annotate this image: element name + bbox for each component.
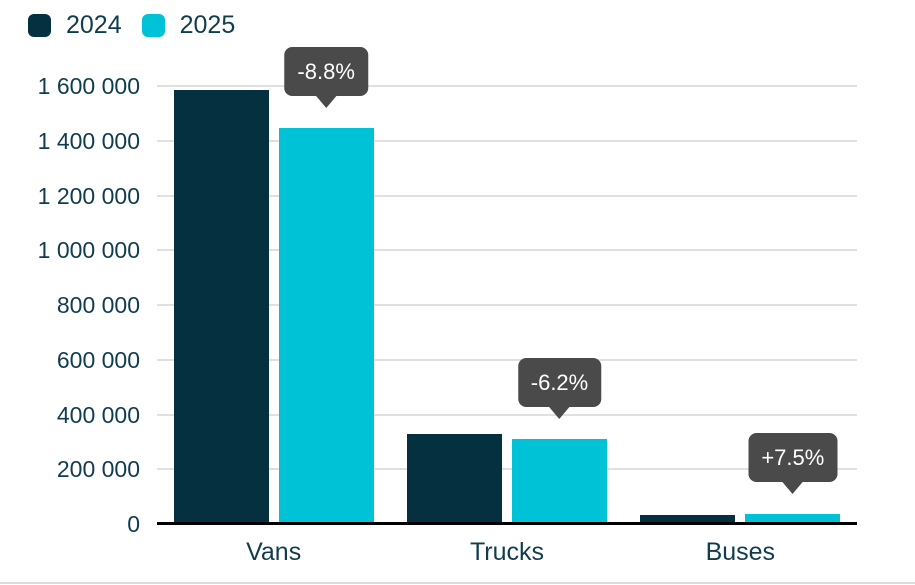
legend: 2024 2025 [28, 11, 235, 40]
bar-2025-trucks[interactable] [512, 439, 607, 524]
y-axis-label: 1 600 000 [37, 73, 140, 99]
legend-item-2025[interactable]: 2025 [141, 11, 236, 40]
y-axis-label: 0 [127, 511, 140, 537]
bar-2024-buses[interactable] [640, 514, 736, 524]
gridline-1600000 [157, 85, 857, 87]
y-axis-label: 800 000 [56, 292, 140, 318]
bar-2025-buses[interactable] [745, 514, 841, 524]
y-axis-label: 400 000 [56, 401, 140, 428]
category-label-buses: Buses [705, 538, 776, 566]
category-label-trucks: Trucks [469, 538, 545, 566]
legend-item-2024[interactable]: 2024 [28, 11, 122, 40]
y-axis-label: 1 200 000 [37, 182, 140, 209]
legend-swatch-2024-icon [28, 14, 51, 37]
bar-2024-vans[interactable] [173, 90, 269, 524]
category-label-vans: Vans [246, 538, 302, 566]
gridline-1200000 [157, 194, 857, 197]
callout-trucks: -6.2% [517, 358, 602, 408]
gridline-400000 [157, 413, 857, 416]
gridline-1000000 [157, 249, 857, 252]
gridline-1400000 [157, 139, 857, 142]
bottom-divider [0, 582, 915, 584]
legend-label-2025: 2025 [179, 11, 236, 39]
y-axis-label: 600 000 [56, 346, 140, 373]
callout-vans: -8.8% [284, 47, 368, 97]
bar-2024-trucks[interactable] [407, 433, 502, 524]
legend-label-2024: 2024 [66, 11, 122, 39]
x-axis-line [157, 522, 857, 525]
y-axis-label: 200 000 [56, 456, 140, 483]
gridline-600000 [157, 358, 857, 361]
callout-buses: +7.5% [748, 433, 838, 483]
y-axis-label: 1 000 000 [37, 237, 140, 264]
legend-swatch-2025-icon [141, 14, 165, 37]
gridline-800000 [157, 304, 857, 306]
y-axis-label: 1 400 000 [37, 127, 140, 154]
gridline-200000 [157, 468, 857, 471]
bar-2025-vans[interactable] [278, 128, 374, 524]
